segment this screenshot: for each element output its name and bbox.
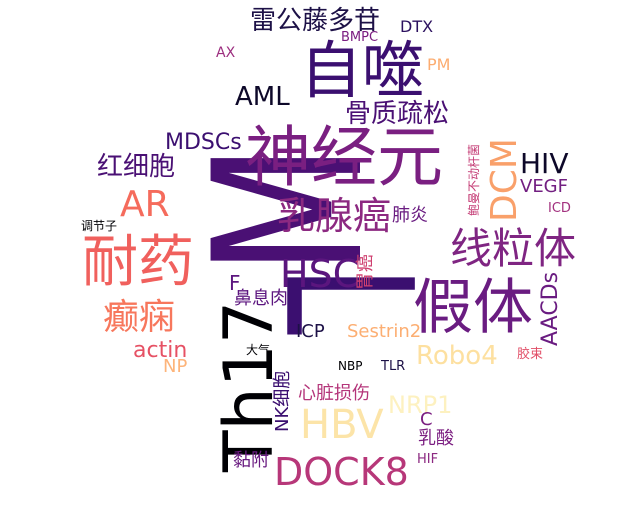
word-hongxibao: 红细胞	[97, 152, 176, 182]
word-HSC: HSC	[280, 252, 360, 296]
word-xinzang: 心脏损伤	[298, 383, 370, 404]
word-guzhishusong: 骨质疏松	[345, 99, 450, 129]
word-DOCK8: DOCK8	[274, 450, 409, 494]
word-F: F	[229, 271, 241, 295]
word-shenjingyuan: 神经元	[245, 119, 443, 196]
word-rushuxian: 乳腺癌	[277, 194, 392, 238]
word-DCM: DCM	[484, 138, 525, 222]
word-xianlitti: 线粒体	[450, 224, 577, 273]
word-dianxian: 癫痫	[103, 297, 176, 338]
word-NKxibao: NK细胞	[272, 370, 293, 432]
word-rusuan: 乳酸	[418, 428, 454, 449]
word-DTX: DTX	[400, 17, 434, 36]
word-naiyao: 耐药	[82, 230, 194, 295]
word-AR: AR	[120, 184, 170, 225]
word-ICP: ICP	[296, 321, 325, 342]
word-MDSCs: MDSCs	[165, 130, 242, 155]
word-NBP: NBP	[338, 359, 363, 373]
word-feiyan: 肺炎	[392, 205, 428, 226]
word-BMPC: BMPC	[341, 30, 379, 45]
word-jiaoshu: 胶束	[517, 347, 544, 362]
word-ICD: ICD	[548, 201, 571, 216]
word-AACDs: AACDs	[538, 271, 563, 346]
word-Sestrin2: Sestrin2	[347, 321, 422, 342]
word-VEGF: VEGF	[520, 176, 568, 197]
word-daqi: 大气	[246, 343, 271, 357]
word-NRP1: NRP1	[388, 391, 453, 419]
word-Robo4: Robo4	[416, 341, 498, 371]
word-leigongteng: 雷公藤多苷	[250, 6, 381, 36]
word-bixirou: 鼻息肉	[234, 288, 288, 309]
word-PM: PM	[427, 55, 451, 74]
word-nianfu: 黏附	[233, 450, 269, 471]
word-AX: AX	[216, 45, 236, 61]
word-tiaojiezi: 调节子	[81, 219, 118, 233]
word-NP: NP	[163, 356, 188, 377]
word-weiai: 胃癌	[355, 254, 376, 290]
word-C: C	[420, 409, 433, 430]
word-zishi: 自噬	[300, 34, 425, 107]
word-baoman: 鲍曼不动杆菌	[467, 143, 481, 216]
word-HIV: HIV	[520, 147, 569, 180]
word-HIF: HIF	[417, 452, 439, 467]
word-jiati: 假体	[413, 273, 533, 343]
word-HBV: HBV	[300, 402, 384, 448]
word-TLR: TLR	[381, 359, 406, 374]
word-AML: AML	[235, 82, 290, 112]
word-actin: actin	[133, 338, 188, 363]
